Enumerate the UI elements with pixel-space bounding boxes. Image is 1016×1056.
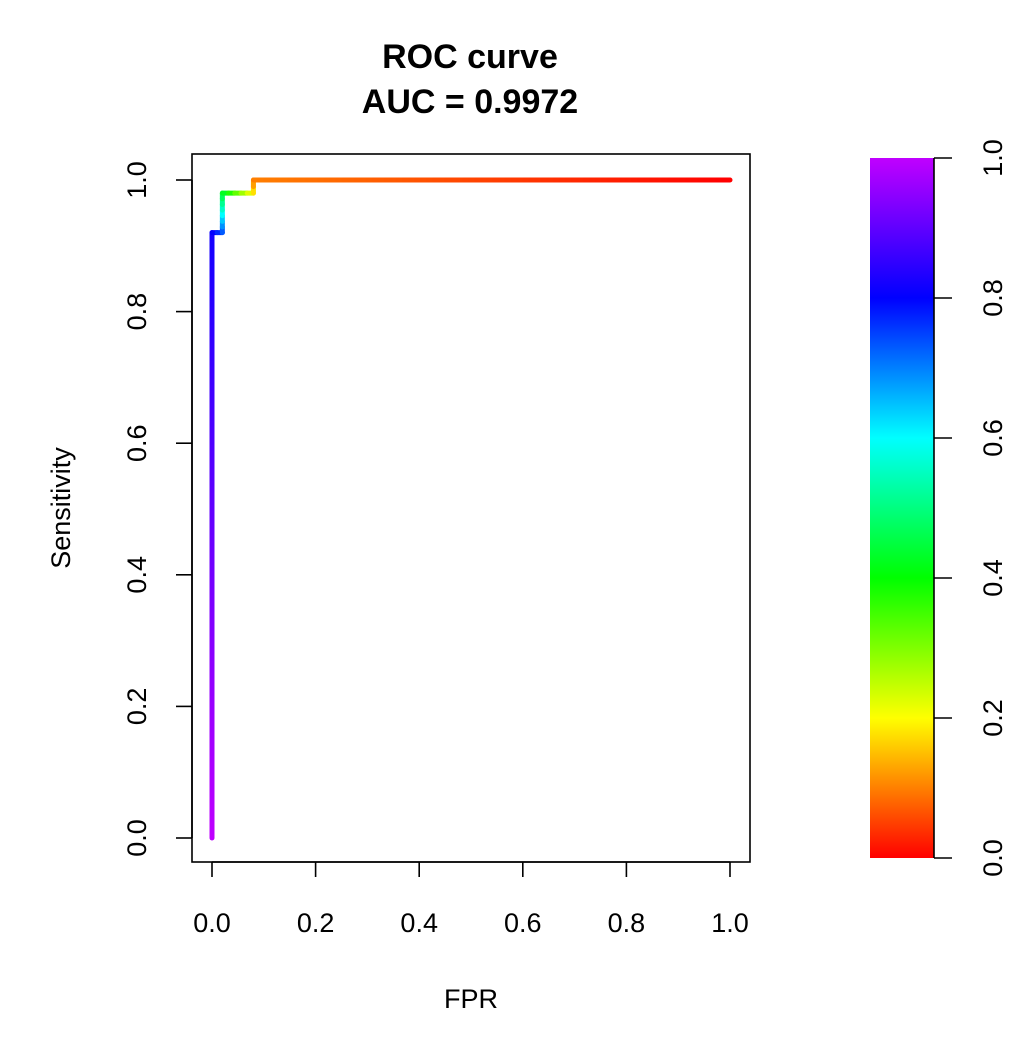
x-tick-label: 0.4 — [400, 908, 438, 938]
y-axis-label: Sensitivity — [46, 447, 76, 569]
y-tick-label: 0.8 — [122, 293, 152, 331]
plot-frame — [191, 153, 751, 863]
x-tick-label: 1.0 — [711, 908, 749, 938]
colorbar-tick-label: 1.0 — [978, 139, 1008, 177]
y-tick-label: 0.4 — [122, 556, 152, 594]
y-tick-label: 0.0 — [122, 819, 152, 857]
colorbar-tick-label: 0.0 — [978, 839, 1008, 877]
x-axis: 0.0 0.2 0.4 0.6 0.8 1.0 — [193, 861, 749, 938]
y-tick-label: 0.6 — [122, 424, 152, 462]
y-tick-label: 1.0 — [122, 161, 152, 199]
chart-title: ROC curve — [382, 38, 558, 76]
x-axis-label: FPR — [444, 984, 498, 1014]
chart-subtitle: AUC = 0.9972 — [362, 83, 578, 121]
x-tick-label: 0.6 — [504, 908, 542, 938]
roc-curve — [209, 177, 733, 841]
y-tick-label: 0.2 — [122, 688, 152, 726]
y-axis: 0.0 0.2 0.4 0.6 0.8 1.0 — [122, 161, 193, 857]
colorbar-tick-label: 0.2 — [978, 699, 1008, 737]
x-tick-label: 0.2 — [297, 908, 335, 938]
threshold-colorbar: 0.0 0.2 0.4 0.6 0.8 1.0 — [870, 139, 1008, 877]
colorbar-ticks: 0.0 0.2 0.4 0.6 0.8 1.0 — [934, 139, 1008, 877]
x-tick-label: 0.0 — [193, 908, 231, 938]
x-tick-label: 0.8 — [608, 908, 646, 938]
colorbar-gradient — [870, 158, 934, 858]
colorbar-tick-label: 0.4 — [978, 559, 1008, 597]
colorbar-tick-label: 0.8 — [978, 279, 1008, 317]
colorbar-tick-label: 0.6 — [978, 419, 1008, 457]
